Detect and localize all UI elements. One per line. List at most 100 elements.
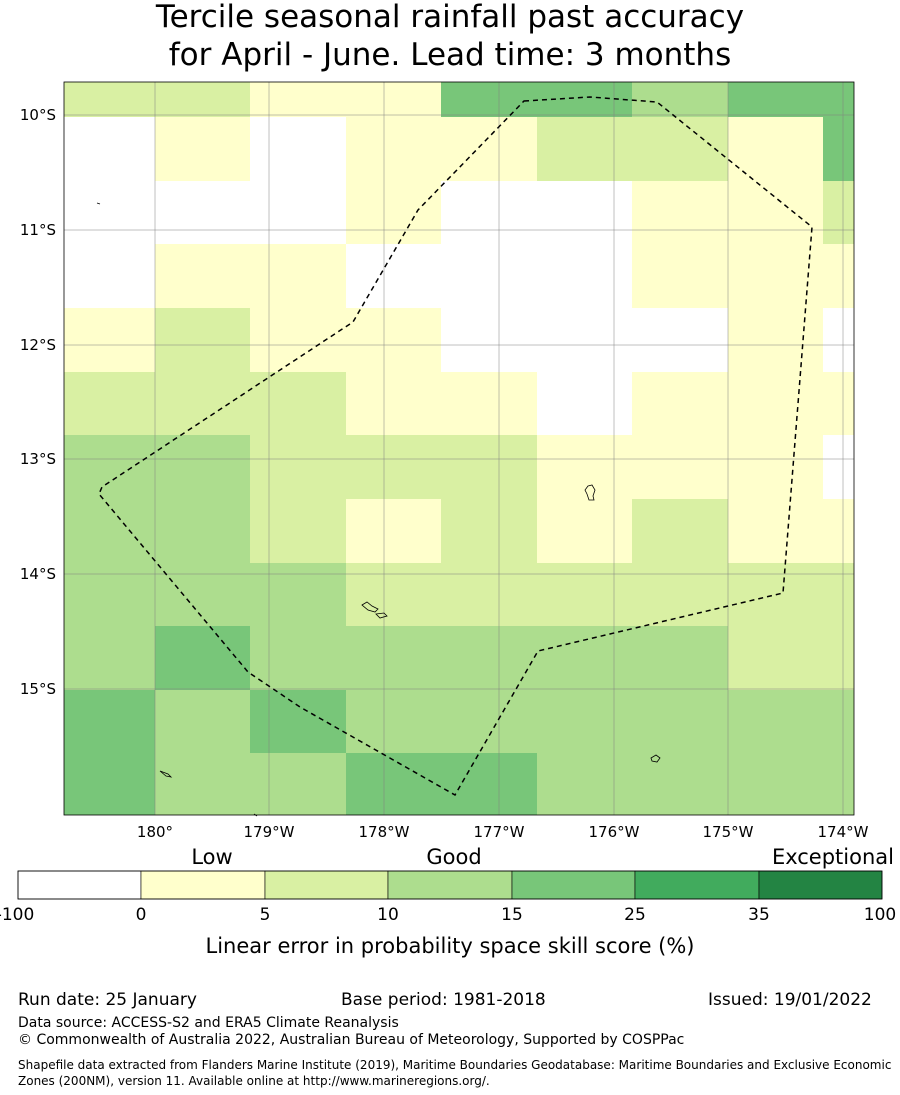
grid-cell xyxy=(155,435,250,499)
grid-cell xyxy=(64,117,155,181)
grid-cell xyxy=(346,372,441,435)
grid-cell xyxy=(64,563,155,626)
island-3 xyxy=(375,612,388,619)
grid-cell xyxy=(632,435,728,499)
grid-cell xyxy=(728,181,823,244)
grid-cell xyxy=(537,435,632,499)
grid-cell xyxy=(346,308,441,372)
colorbar-segment xyxy=(387,870,513,900)
grid-cell xyxy=(64,308,155,372)
grid-cell xyxy=(155,563,250,626)
tick-5: 5 xyxy=(260,905,271,925)
base-period: Base period: 1981-2018 xyxy=(341,990,546,1010)
grid-cell xyxy=(632,82,728,117)
grid-cell xyxy=(250,244,346,308)
grid-cell xyxy=(346,563,441,626)
grid-cell xyxy=(346,82,441,117)
tick-15: 15 xyxy=(501,905,523,925)
tick-35: 35 xyxy=(748,905,770,925)
grid-cell xyxy=(441,753,537,815)
lon-label-175w: 175°W xyxy=(703,823,754,841)
colorbar-ticks: -100 0 5 10 15 25 35 100 xyxy=(0,905,896,925)
grid-cell xyxy=(250,499,346,563)
grid-cell xyxy=(537,753,632,815)
grid-cell xyxy=(823,244,854,308)
grid-cell xyxy=(250,372,346,435)
grid-cell xyxy=(64,753,155,815)
grid-cell xyxy=(346,244,441,308)
grid-cell xyxy=(632,499,728,563)
grid-cell xyxy=(823,435,854,499)
grid-cell xyxy=(155,753,250,815)
graticule xyxy=(64,82,854,815)
data-source: Data source: ACCESS-S2 and ERA5 Climate … xyxy=(18,1015,399,1031)
lat-label-11s: 11°S xyxy=(20,221,56,239)
grid-cell xyxy=(250,117,346,181)
grid-cell xyxy=(64,499,155,563)
grid-cell xyxy=(155,690,250,753)
tick-100: 100 xyxy=(864,905,896,925)
island-1 xyxy=(584,484,596,501)
grid-cell xyxy=(346,117,441,181)
map-title-line-1: Tercile seasonal rainfall past accuracy xyxy=(155,0,745,35)
grid-cell xyxy=(632,753,728,815)
colorbar-label: Linear error in probability space skill … xyxy=(206,934,695,958)
grid-cell xyxy=(155,372,250,435)
grid-cell xyxy=(155,244,250,308)
lon-label-176w: 176°W xyxy=(589,823,640,841)
category-good: Good xyxy=(426,845,481,869)
grid-cell xyxy=(632,626,728,690)
run-date: Run date: 25 January xyxy=(18,990,197,1010)
grid-cell xyxy=(64,181,155,244)
colorbar-segment xyxy=(511,870,636,900)
grid-cell xyxy=(346,690,441,753)
map-frame xyxy=(63,81,855,816)
lon-label-180: 180° xyxy=(137,823,173,841)
grid-cell xyxy=(537,117,632,181)
grid-cell xyxy=(823,690,854,753)
grid-cell xyxy=(155,626,250,690)
grid-cell xyxy=(632,181,728,244)
lat-label-15s: 15°S xyxy=(20,680,56,698)
grid-cell xyxy=(728,82,823,117)
copyright: © Commonwealth of Australia 2022, Austra… xyxy=(18,1032,685,1048)
grid-cell xyxy=(441,372,537,435)
grid-cell xyxy=(441,563,537,626)
grid-cell xyxy=(250,690,346,753)
grid-cell xyxy=(537,563,632,626)
grid-cell xyxy=(155,82,250,117)
lat-label-12s: 12°S xyxy=(20,336,56,354)
grid-cell xyxy=(346,435,441,499)
grid-cell xyxy=(250,308,346,372)
map-canvas: 10°S 11°S 12°S 13°S 14°S 15°S 180° 179°W… xyxy=(0,81,896,958)
grid-cell xyxy=(823,499,854,563)
grid-cell xyxy=(346,626,441,690)
grid-cell xyxy=(537,181,632,244)
grid-cell xyxy=(64,626,155,690)
grid-cell xyxy=(64,372,155,435)
shapefile-credit: Shapefile data extracted from Flanders M… xyxy=(18,1058,892,1088)
grid-cell xyxy=(728,117,823,181)
tick-0: 0 xyxy=(136,905,147,925)
eez-boundary xyxy=(98,96,813,797)
grid-cell xyxy=(632,690,728,753)
grid-cell xyxy=(823,181,854,244)
island-4 xyxy=(650,754,661,763)
tick-minus100: -100 xyxy=(0,905,34,925)
grid-cell xyxy=(728,499,823,563)
island-6 xyxy=(96,202,101,205)
grid-cell xyxy=(346,181,441,244)
grid-cell xyxy=(250,181,346,244)
grid-cell xyxy=(155,117,250,181)
lon-label-178w: 178°W xyxy=(359,823,410,841)
grid-cell xyxy=(441,690,537,753)
grid-cell xyxy=(728,308,823,372)
grid-cell xyxy=(728,372,823,435)
grid-cell xyxy=(250,435,346,499)
grid-cell xyxy=(728,690,823,753)
lon-label-174w: 174°W xyxy=(818,823,869,841)
colorbar xyxy=(17,870,883,900)
grid-cell xyxy=(632,117,728,181)
grid-cell xyxy=(823,563,854,626)
grid-cell xyxy=(823,82,854,117)
